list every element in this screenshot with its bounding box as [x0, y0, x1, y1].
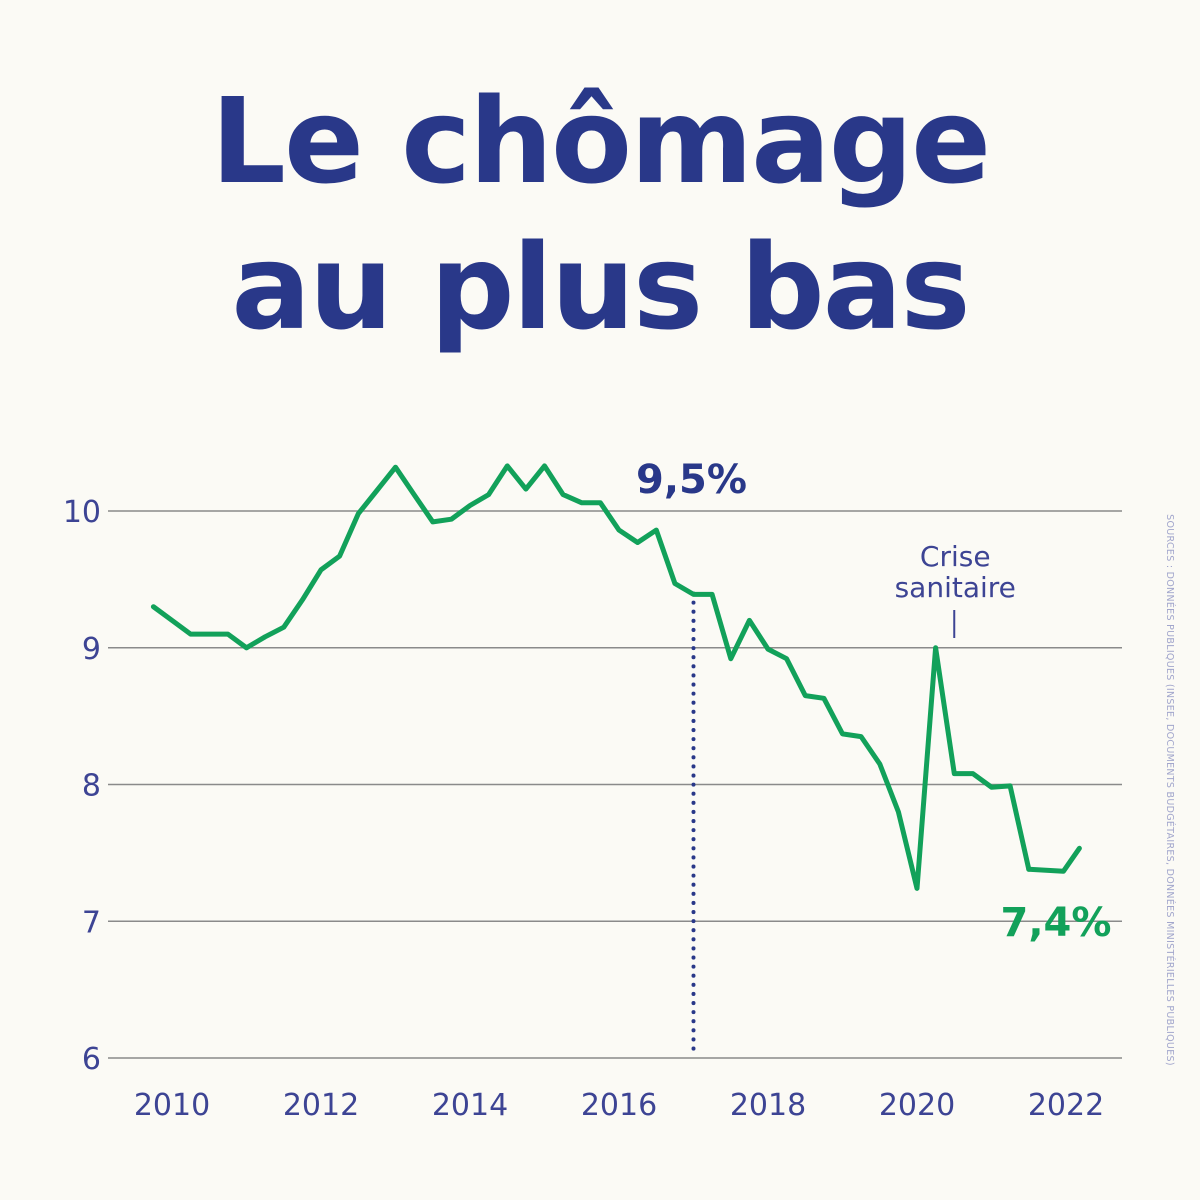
y-tick-label-7: 7: [82, 905, 101, 940]
x-tick-label-2018: 2018: [730, 1088, 806, 1123]
x-tick-label-2012: 2012: [283, 1088, 359, 1123]
data-point-2021.75: [1045, 848, 1049, 852]
x-tick-label-2022: 2022: [1028, 1088, 1104, 1123]
x-tick-label-2016: 2016: [581, 1088, 657, 1123]
x-axis-ticks: 2010 2012 2014 2016 2018 2020 2022: [134, 1088, 1104, 1123]
y-tick-label-9: 9: [82, 632, 101, 667]
page-title-line-1: Le chômage: [210, 72, 991, 210]
annotation-sanitaire: sanitaire: [895, 571, 1016, 604]
y-tick-label-8: 8: [82, 769, 101, 804]
x-tick-label-2010: 2010: [134, 1088, 210, 1123]
x-tick-label-2014: 2014: [432, 1088, 508, 1123]
end-arrow-icon: [1026, 845, 1082, 874]
source-note: SOURCES : DONNÉES PUBLIQUES (INSEE, DOCU…: [1164, 514, 1176, 1066]
data-point-2022: [1064, 848, 1068, 852]
unemployment-series-line: [150, 463, 1032, 891]
data-points: [151, 464, 1068, 891]
x-tick-label-2020: 2020: [879, 1088, 955, 1123]
y-tick-label-6: 6: [82, 1042, 101, 1077]
grid-lines: [108, 510, 1122, 1059]
page-title-line-2: au plus bas: [231, 218, 970, 356]
y-axis-ticks: 6 7 8 9 10: [63, 495, 101, 1077]
annotation-7-4-percent: 7,4%: [1001, 900, 1112, 946]
annotation-crise: Crise: [920, 540, 991, 573]
annotation-9-5-percent: 9,5%: [636, 457, 747, 503]
y-tick-label-10: 10: [63, 495, 101, 530]
